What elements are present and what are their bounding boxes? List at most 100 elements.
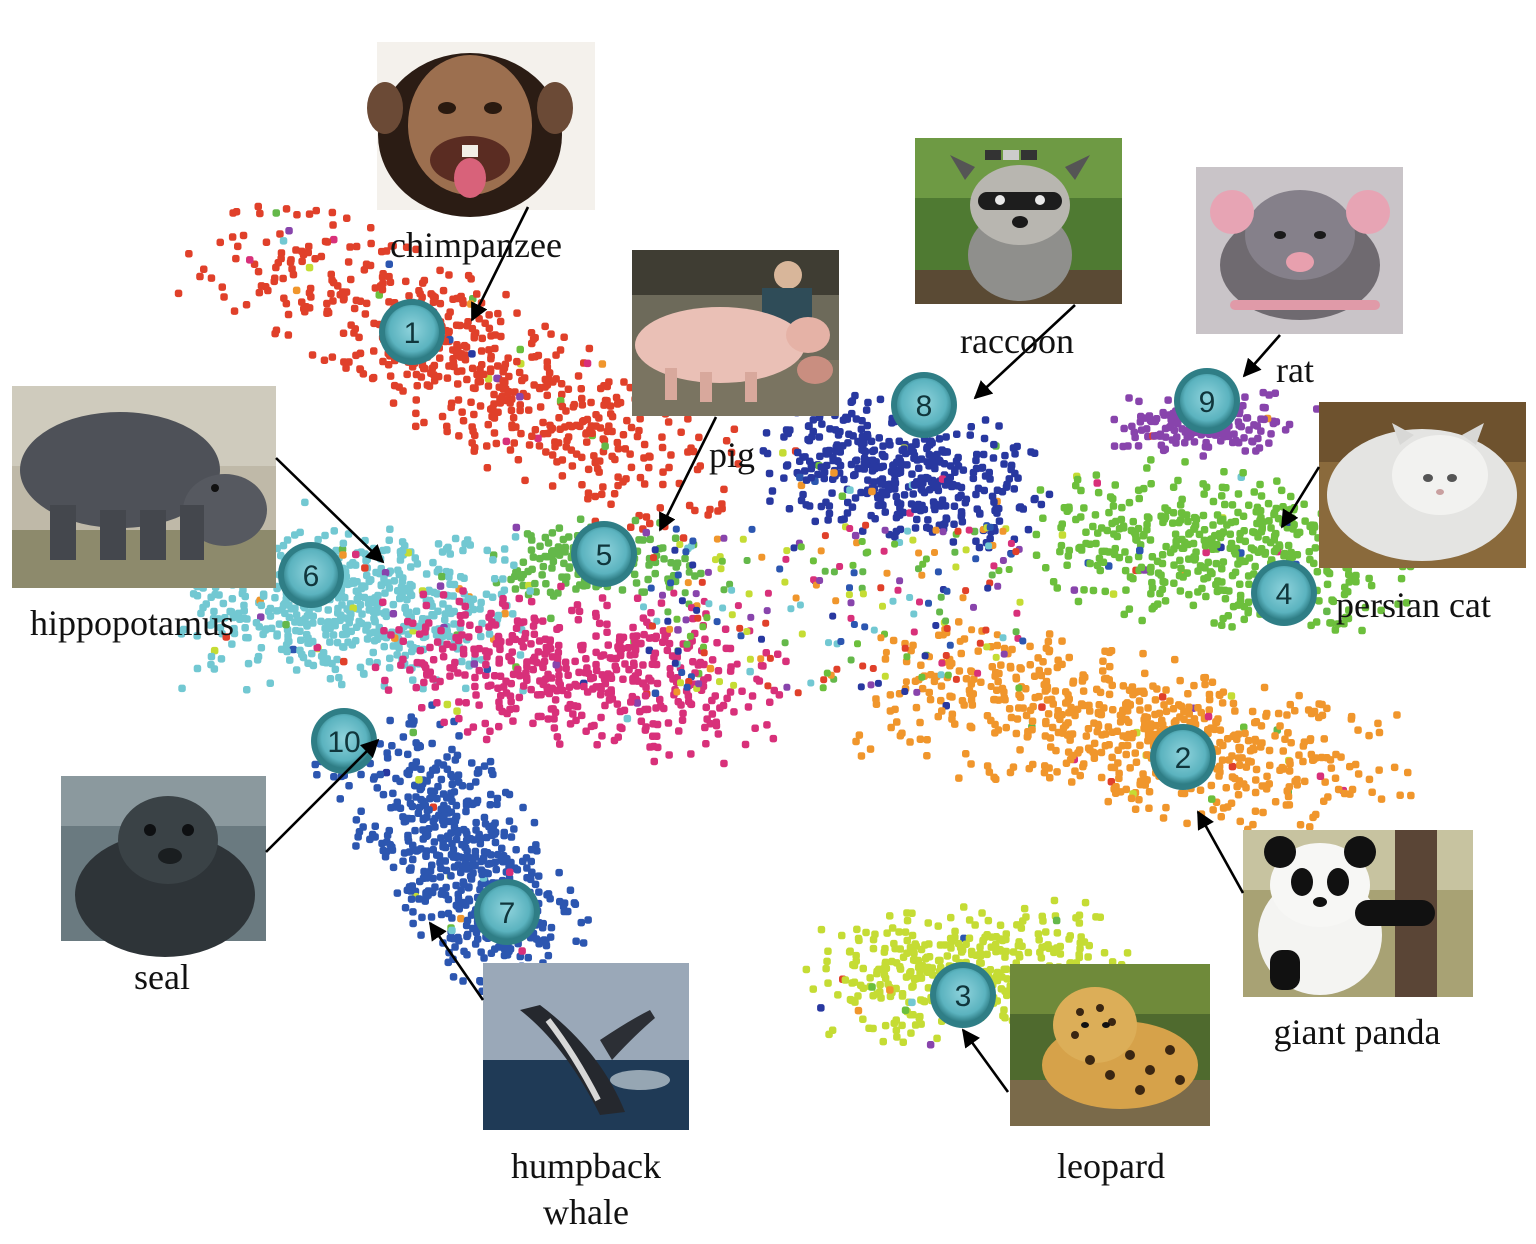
scatter-point bbox=[284, 310, 293, 319]
scatter-point bbox=[582, 727, 590, 735]
scatter-point bbox=[671, 653, 678, 661]
scatter-point bbox=[796, 601, 804, 609]
scatter-point bbox=[650, 554, 657, 562]
scatter-point bbox=[483, 442, 491, 450]
scatter-point bbox=[849, 561, 857, 569]
scatter-point bbox=[1227, 799, 1236, 807]
scatter-point bbox=[493, 794, 502, 803]
scatter-point bbox=[482, 590, 491, 598]
scatter-point bbox=[899, 1038, 907, 1046]
cluster-badge-fill bbox=[1156, 730, 1210, 784]
scatter-point bbox=[1030, 672, 1039, 680]
scatter-point bbox=[844, 498, 852, 507]
scatter-point bbox=[230, 624, 238, 633]
scatter-point bbox=[1407, 791, 1415, 800]
scatter-point bbox=[656, 695, 664, 704]
scatter-point bbox=[1105, 690, 1114, 699]
scatter-point bbox=[584, 495, 592, 503]
scatter-point bbox=[1097, 710, 1106, 719]
scatter-point bbox=[542, 448, 550, 456]
scatter-point bbox=[502, 290, 510, 299]
cluster-badge-8: 8 bbox=[891, 372, 957, 438]
scatter-point bbox=[585, 344, 594, 353]
scatter-point bbox=[859, 590, 867, 598]
scatter-point bbox=[289, 270, 298, 279]
scatter-point bbox=[1161, 424, 1170, 433]
scatter-point bbox=[1331, 774, 1340, 782]
scatter-point bbox=[362, 556, 370, 565]
scatter-point bbox=[1287, 492, 1295, 501]
scatter-point bbox=[352, 550, 360, 559]
scatter-point bbox=[613, 438, 622, 447]
scatter-point bbox=[881, 526, 889, 534]
scatter-point bbox=[1251, 807, 1260, 815]
scatter-point bbox=[1041, 762, 1049, 770]
scatter-point bbox=[464, 318, 472, 326]
scatter-point bbox=[574, 616, 583, 624]
scatter-point bbox=[1116, 718, 1125, 726]
scatter-point bbox=[889, 461, 897, 470]
scatter-point bbox=[482, 735, 491, 744]
scatter-point bbox=[614, 733, 622, 741]
scatter-point bbox=[1365, 574, 1373, 583]
scatter-point bbox=[506, 446, 515, 454]
scatter-point bbox=[1001, 451, 1009, 460]
scatter-point bbox=[272, 209, 280, 217]
scatter-point bbox=[1312, 810, 1320, 819]
scatter-point bbox=[807, 679, 815, 687]
scatter-point bbox=[430, 612, 438, 620]
scatter-point bbox=[917, 661, 925, 669]
scatter-point bbox=[1212, 580, 1220, 589]
scatter-point bbox=[1334, 785, 1343, 794]
scatter-point bbox=[1010, 485, 1018, 493]
scatter-point bbox=[431, 626, 439, 634]
scatter-point bbox=[637, 717, 646, 725]
scatter-point bbox=[866, 745, 875, 753]
scatter-point bbox=[864, 476, 872, 484]
scatter-point bbox=[352, 587, 361, 595]
seal-label: seal bbox=[134, 957, 190, 997]
scatter-point bbox=[544, 715, 552, 723]
scatter-point bbox=[620, 706, 629, 715]
scatter-point bbox=[509, 670, 518, 679]
scatter-point bbox=[462, 827, 470, 836]
scatter-point bbox=[640, 480, 649, 488]
scatter-point bbox=[1208, 541, 1217, 549]
scatter-point bbox=[836, 448, 844, 456]
scatter-point bbox=[1324, 793, 1332, 801]
scatter-point bbox=[439, 600, 447, 608]
scatter-point bbox=[635, 426, 643, 435]
scatter-point bbox=[280, 600, 288, 609]
scatter-point bbox=[253, 656, 262, 664]
scatter-point bbox=[1075, 953, 1083, 962]
scatter-point bbox=[614, 643, 622, 651]
scatter-point bbox=[1301, 777, 1309, 786]
scatter-point bbox=[378, 839, 386, 848]
scatter-point bbox=[782, 555, 790, 563]
scatter-point bbox=[1169, 519, 1177, 527]
scatter-point bbox=[228, 640, 236, 648]
scatter-point bbox=[674, 571, 682, 579]
cluster-badge-fill bbox=[1257, 566, 1311, 620]
scatter-point bbox=[1177, 564, 1185, 573]
scatter-point bbox=[903, 653, 911, 661]
scatter-point bbox=[651, 649, 660, 657]
scatter-point bbox=[411, 554, 419, 562]
scatter-point bbox=[925, 688, 933, 697]
scatter-point bbox=[1351, 760, 1360, 769]
scatter-point bbox=[313, 643, 321, 652]
scatter-point bbox=[915, 1014, 923, 1022]
scatter-point bbox=[536, 554, 544, 563]
scatter-point bbox=[289, 645, 297, 654]
scatter-point bbox=[889, 636, 898, 645]
scatter-point bbox=[360, 593, 369, 602]
scatter-point bbox=[1225, 587, 1233, 595]
scatter-point bbox=[689, 561, 697, 569]
scatter-point bbox=[645, 674, 653, 682]
scatter-point bbox=[745, 590, 753, 598]
scatter-point bbox=[1267, 524, 1275, 532]
scatter-point bbox=[1284, 729, 1292, 737]
scatter-point bbox=[389, 789, 397, 798]
scatter-point bbox=[326, 638, 334, 646]
scatter-point bbox=[436, 677, 444, 686]
